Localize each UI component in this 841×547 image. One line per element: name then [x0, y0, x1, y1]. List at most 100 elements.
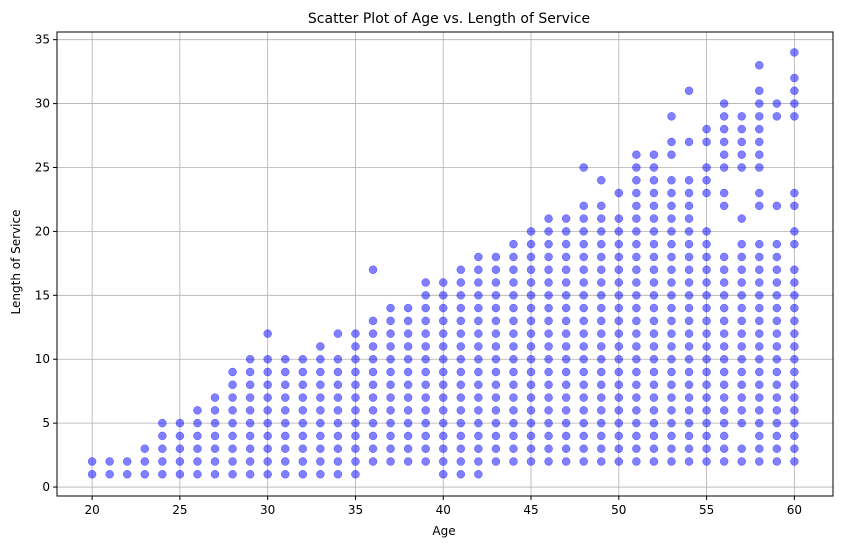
scatter-point	[386, 457, 395, 466]
scatter-point	[403, 354, 413, 364]
scatter-point	[438, 291, 448, 300]
scatter-point	[316, 444, 325, 453]
scatter-point	[351, 444, 360, 453]
scatter-point	[351, 470, 360, 479]
scatter-point	[737, 316, 746, 326]
scatter-point	[544, 342, 553, 351]
scatter-point	[316, 354, 325, 364]
scatter-point	[105, 470, 114, 479]
scatter-point	[597, 214, 606, 223]
scatter-point	[158, 470, 167, 479]
scatter-point	[667, 393, 676, 402]
scatter-point	[755, 342, 764, 351]
scatter-point	[438, 278, 448, 287]
scatter-point	[614, 457, 624, 466]
scatter-point	[456, 342, 466, 351]
scatter-point	[614, 367, 624, 377]
scatter-point	[755, 112, 764, 121]
scatter-point	[772, 367, 782, 377]
scatter-point	[579, 303, 588, 313]
scatter-point	[579, 431, 588, 441]
scatter-point	[228, 380, 237, 390]
scatter-point	[561, 393, 571, 402]
scatter-point	[719, 406, 729, 415]
scatter-point	[755, 239, 764, 249]
scatter-point	[386, 316, 395, 326]
x-tick-label: 25	[172, 503, 187, 517]
scatter-point	[544, 354, 553, 364]
scatter-point	[316, 418, 325, 428]
scatter-point	[544, 418, 553, 428]
scatter-point	[403, 457, 413, 466]
scatter-point	[614, 418, 624, 428]
scatter-point	[614, 227, 624, 236]
scatter-point	[719, 124, 729, 134]
scatter-point	[719, 303, 729, 313]
scatter-point	[526, 227, 536, 236]
scatter-point	[280, 457, 290, 466]
scatter-point	[719, 112, 729, 121]
scatter-point	[280, 431, 290, 441]
scatter-point	[632, 342, 641, 351]
scatter-point	[772, 278, 782, 287]
scatter-point	[702, 316, 711, 326]
scatter-point	[351, 329, 360, 338]
scatter-point	[755, 86, 764, 96]
scatter-point	[175, 418, 185, 428]
scatter-point	[544, 380, 553, 390]
scatter-point	[649, 367, 659, 377]
scatter-point	[772, 303, 782, 313]
scatter-point	[456, 329, 466, 338]
scatter-point	[755, 291, 764, 300]
scatter-point	[263, 470, 272, 479]
scatter-point	[702, 342, 711, 351]
scatter-point	[632, 316, 641, 326]
scatter-point	[632, 176, 641, 185]
scatter-point	[526, 380, 536, 390]
scatter-point	[474, 418, 483, 428]
scatter-point	[632, 150, 641, 159]
scatter-point	[702, 303, 711, 313]
scatter-point	[755, 252, 764, 262]
scatter-point	[614, 354, 624, 364]
scatter-point	[702, 124, 711, 134]
scatter-point	[632, 354, 641, 364]
scatter-point	[597, 406, 606, 415]
scatter-point	[210, 406, 220, 415]
scatter-point	[351, 457, 360, 466]
scatter-point	[755, 316, 764, 326]
scatter-point	[632, 303, 641, 313]
scatter-point	[790, 431, 799, 441]
scatter-point	[667, 214, 676, 223]
scatter-point	[667, 367, 676, 377]
scatter-point	[210, 431, 220, 441]
scatter-point	[719, 380, 729, 390]
scatter-point	[368, 418, 378, 428]
scatter-point	[772, 418, 782, 428]
scatter-point	[632, 201, 641, 211]
scatter-point	[632, 265, 641, 275]
scatter-point	[579, 367, 588, 377]
scatter-point	[491, 291, 501, 300]
scatter-point	[368, 329, 378, 338]
scatter-point	[561, 354, 571, 364]
scatter-point	[316, 457, 325, 466]
scatter-point	[561, 265, 571, 275]
scatter-point	[561, 457, 571, 466]
scatter-point	[421, 367, 430, 377]
scatter-point	[632, 380, 641, 390]
scatter-point	[737, 342, 746, 351]
scatter-point	[509, 457, 518, 466]
scatter-point	[491, 278, 501, 287]
scatter-point	[263, 457, 272, 466]
scatter-point	[474, 393, 483, 402]
scatter-point	[193, 406, 202, 415]
scatter-point	[509, 444, 518, 453]
scatter-point	[491, 431, 501, 441]
scatter-point	[737, 291, 746, 300]
scatter-point	[649, 163, 659, 172]
scatter-point	[790, 239, 799, 249]
scatter-point	[87, 470, 97, 479]
scatter-point	[368, 316, 378, 326]
scatter-point	[579, 227, 588, 236]
